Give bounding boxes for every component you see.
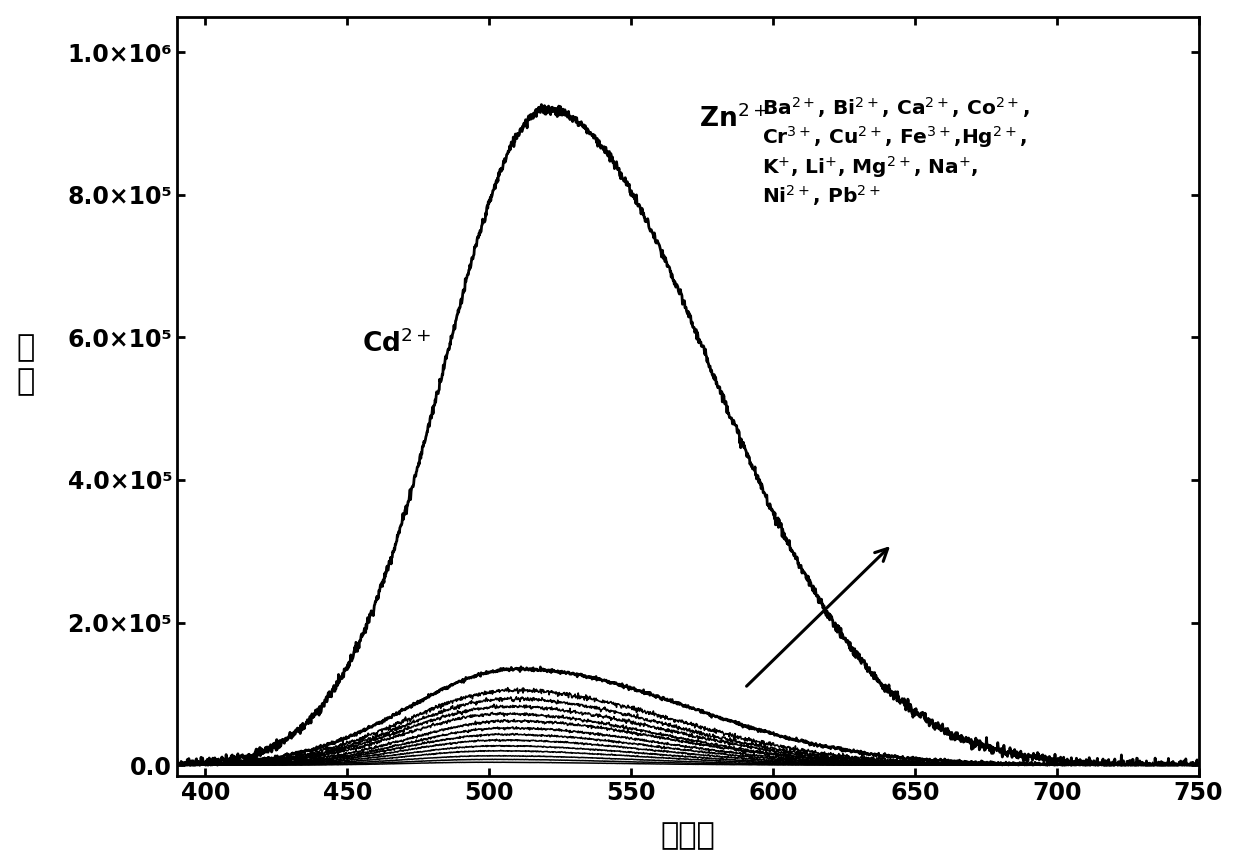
X-axis label: 波　长: 波 长 [661, 821, 715, 851]
Text: Ba$^{2+}$, Bi$^{2+}$, Ca$^{2+}$, Co$^{2+}$,
Cr$^{3+}$, Cu$^{2+}$, Fe$^{3+}$,Hg$^: Ba$^{2+}$, Bi$^{2+}$, Ca$^{2+}$, Co$^{2+… [761, 95, 1029, 208]
Y-axis label: 強
度: 強 度 [16, 334, 35, 396]
Text: Cd$^{2+}$: Cd$^{2+}$ [362, 329, 432, 358]
Text: Zn$^{2+}$: Zn$^{2+}$ [699, 105, 769, 134]
